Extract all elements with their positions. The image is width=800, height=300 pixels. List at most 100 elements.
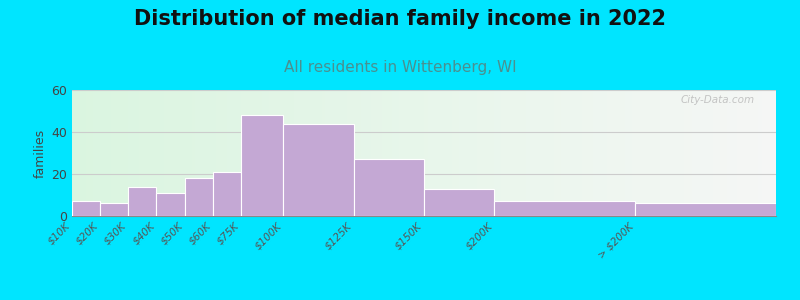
Bar: [572, 90, 575, 216]
Bar: [301, 90, 304, 216]
Bar: [628, 90, 632, 216]
Bar: [125, 90, 128, 216]
Bar: [128, 90, 132, 216]
Bar: [104, 90, 107, 216]
Bar: [283, 124, 354, 216]
Bar: [522, 90, 526, 216]
Bar: [646, 90, 650, 216]
Bar: [213, 172, 241, 216]
Bar: [72, 90, 75, 216]
Bar: [142, 90, 146, 216]
Bar: [245, 90, 248, 216]
Bar: [713, 90, 716, 216]
Bar: [343, 90, 346, 216]
Bar: [286, 90, 290, 216]
Bar: [150, 90, 153, 216]
Text: All residents in Wittenberg, WI: All residents in Wittenberg, WI: [284, 60, 516, 75]
Bar: [462, 90, 466, 216]
Bar: [650, 90, 653, 216]
Bar: [519, 90, 522, 216]
Bar: [424, 90, 427, 216]
Bar: [290, 90, 294, 216]
Bar: [474, 90, 477, 216]
Bar: [255, 90, 258, 216]
Bar: [632, 90, 635, 216]
Bar: [638, 90, 642, 216]
Bar: [726, 90, 730, 216]
Bar: [537, 90, 540, 216]
Bar: [146, 90, 150, 216]
Bar: [600, 90, 603, 216]
Bar: [139, 90, 142, 216]
Bar: [618, 90, 621, 216]
Bar: [213, 90, 216, 216]
Bar: [298, 90, 301, 216]
Text: City-Data.com: City-Data.com: [681, 95, 755, 105]
Bar: [251, 90, 255, 216]
Bar: [414, 90, 417, 216]
Bar: [667, 90, 670, 216]
Bar: [185, 90, 188, 216]
Bar: [642, 90, 646, 216]
Bar: [318, 90, 322, 216]
Bar: [477, 90, 480, 216]
Bar: [502, 90, 505, 216]
Bar: [625, 90, 628, 216]
Bar: [558, 90, 562, 216]
Bar: [100, 90, 104, 216]
Bar: [470, 90, 474, 216]
Bar: [329, 90, 333, 216]
Bar: [635, 90, 638, 216]
Bar: [276, 90, 280, 216]
Bar: [744, 90, 748, 216]
Bar: [762, 90, 766, 216]
Bar: [614, 90, 618, 216]
Bar: [374, 90, 378, 216]
Bar: [685, 90, 688, 216]
Bar: [294, 90, 298, 216]
Bar: [434, 90, 438, 216]
Bar: [590, 90, 593, 216]
Bar: [716, 90, 720, 216]
Bar: [178, 90, 181, 216]
Bar: [75, 90, 79, 216]
Bar: [100, 203, 128, 216]
Bar: [406, 90, 410, 216]
Bar: [688, 90, 691, 216]
Bar: [505, 90, 509, 216]
Bar: [515, 90, 519, 216]
Bar: [526, 90, 530, 216]
Bar: [258, 90, 262, 216]
Bar: [308, 90, 311, 216]
Bar: [656, 90, 660, 216]
Bar: [494, 90, 498, 216]
Bar: [174, 90, 178, 216]
Bar: [97, 90, 100, 216]
Bar: [160, 90, 163, 216]
Bar: [417, 90, 421, 216]
Bar: [396, 90, 399, 216]
Bar: [72, 201, 100, 216]
Bar: [621, 90, 625, 216]
Bar: [386, 90, 389, 216]
Bar: [389, 90, 392, 216]
Bar: [730, 90, 734, 216]
Bar: [653, 90, 656, 216]
Bar: [220, 90, 223, 216]
Bar: [216, 90, 220, 216]
Bar: [210, 90, 213, 216]
Bar: [93, 90, 97, 216]
Bar: [575, 90, 579, 216]
Bar: [494, 201, 635, 216]
Bar: [202, 90, 206, 216]
Bar: [230, 90, 234, 216]
Bar: [607, 90, 610, 216]
Bar: [554, 90, 558, 216]
Bar: [751, 90, 755, 216]
Bar: [723, 90, 726, 216]
Bar: [86, 90, 90, 216]
Bar: [445, 90, 449, 216]
Bar: [392, 90, 396, 216]
Bar: [459, 90, 462, 216]
Bar: [579, 90, 582, 216]
